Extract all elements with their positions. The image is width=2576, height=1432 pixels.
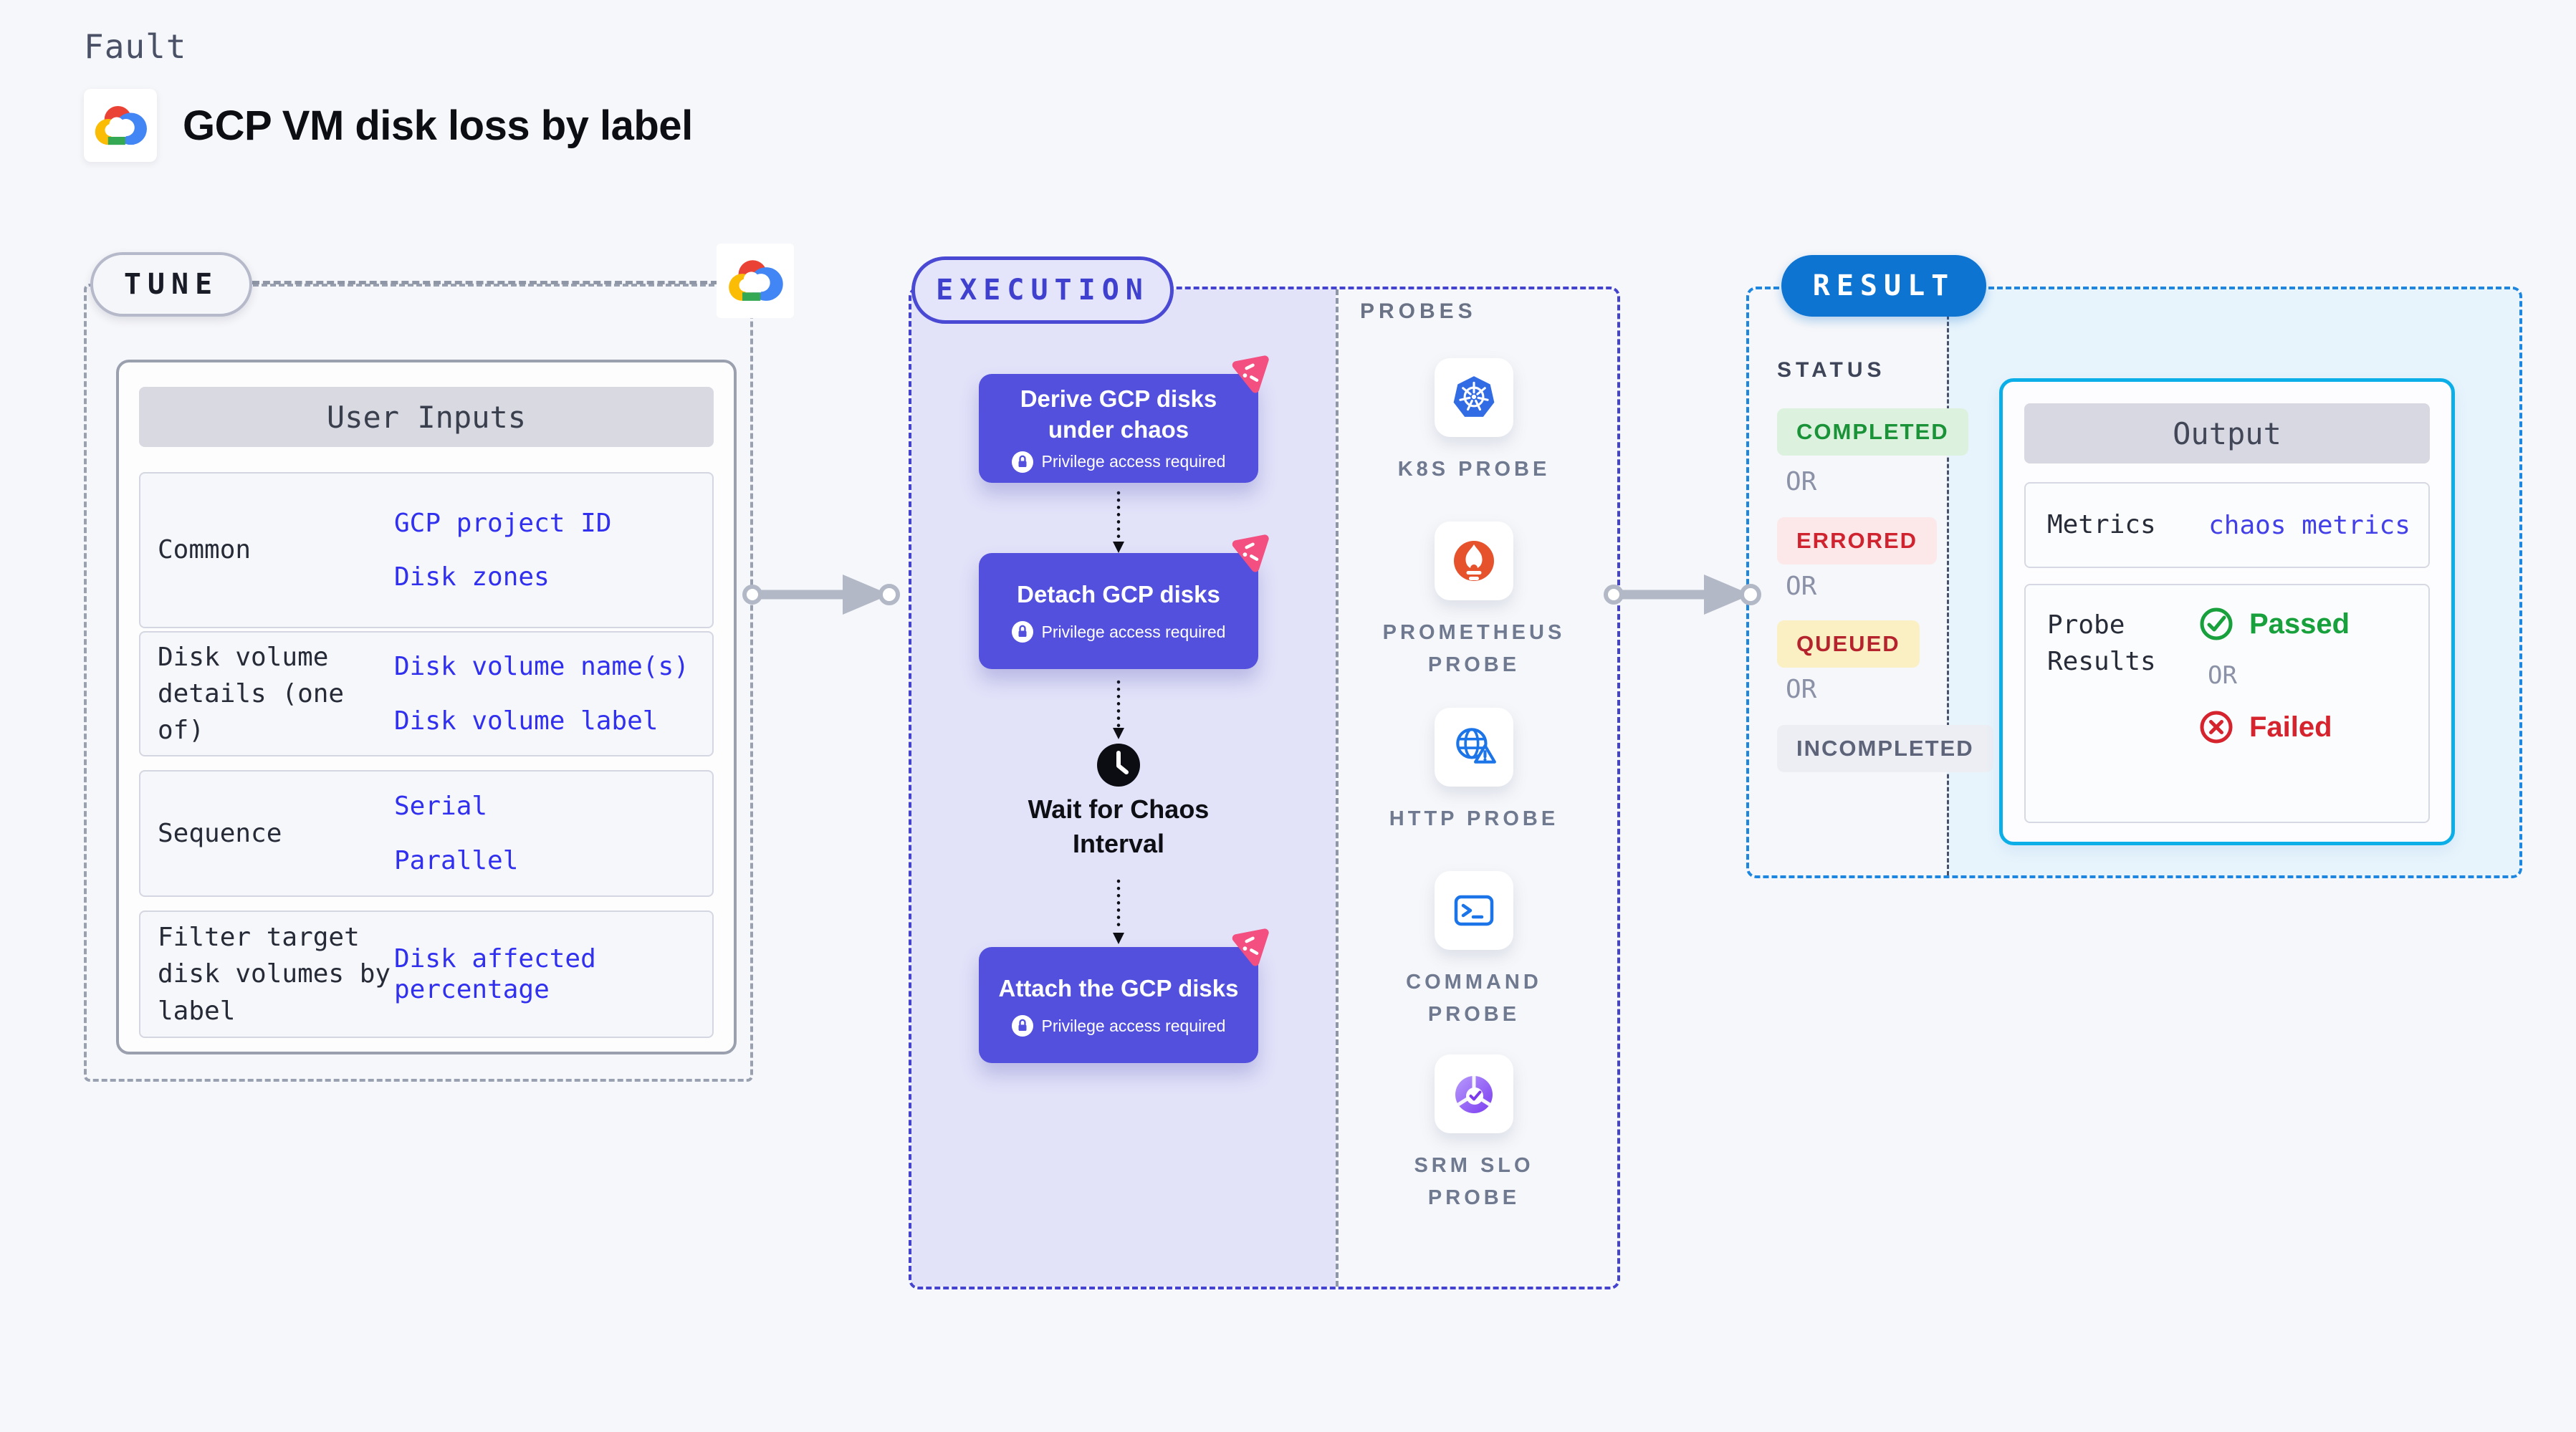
row-value-link[interactable]: Serial	[394, 792, 488, 822]
probe-label: HTTP PROBE	[1389, 807, 1559, 830]
wait-label: Wait for Chaos Interval	[1028, 794, 1210, 858]
chaos-metrics-link[interactable]: chaos metrics	[2208, 510, 2410, 540]
probe-label: K8S PROBE	[1397, 458, 1551, 481]
prometheus-icon	[1454, 541, 1494, 581]
flow-arrow-down-icon	[1113, 879, 1124, 944]
status-badge-queued: QUEUED	[1777, 620, 1920, 668]
probe-tile-http	[1435, 708, 1513, 787]
user-inputs-header: User Inputs	[139, 387, 714, 447]
probes-divider-line	[1336, 289, 1339, 1287]
privilege-note-text: Privilege access required	[1041, 1016, 1226, 1035]
page-title: GCP VM disk loss by label	[183, 102, 693, 149]
gcp-cloud-icon	[95, 105, 147, 145]
probe-result-failed: Failed	[2198, 708, 2428, 746]
gcp-cloud-icon	[729, 260, 783, 301]
slo-gauge-icon	[1455, 1076, 1493, 1113]
probes-heading: PROBES	[1360, 299, 1477, 323]
privilege-note: Privilege access required	[1011, 451, 1226, 473]
probe-tile-prometheus	[1435, 522, 1513, 600]
privilege-note: Privilege access required	[1011, 1015, 1226, 1037]
or-separator: OR	[1786, 675, 1817, 704]
chaos-pinwheel-icon	[1232, 928, 1269, 966]
chaos-pinwheel-icon	[1232, 534, 1269, 572]
probe-tile-srm-slo	[1435, 1054, 1513, 1133]
lock-icon	[1011, 451, 1033, 473]
probe-label: PROMETHEUS PROBE	[1382, 621, 1566, 676]
tune-badge: TUNE	[90, 252, 252, 317]
status-heading: STATUS	[1777, 358, 1886, 382]
status-badge-completed: COMPLETED	[1777, 408, 1968, 456]
output-header: Output	[2024, 403, 2430, 463]
table-row: Filter target disk volumes by label Disk…	[139, 910, 714, 1038]
failed-text: Failed	[2249, 711, 2332, 743]
lock-icon	[1011, 621, 1033, 643]
row-label: Disk volume details (one of)	[158, 642, 345, 746]
check-circle-icon	[2200, 607, 2233, 640]
table-row: Sequence Serial Parallel	[139, 770, 714, 897]
privilege-note: Privilege access required	[1011, 621, 1226, 643]
row-value-link[interactable]: Parallel	[394, 845, 519, 875]
page-header: GCP VM disk loss by label	[84, 89, 693, 162]
fault-kicker: Fault	[84, 27, 187, 66]
terminal-icon	[1454, 895, 1494, 926]
row-value-link[interactable]: Disk volume name(s)	[394, 652, 689, 682]
row-label: Sequence	[158, 818, 282, 848]
lock-icon	[1011, 1015, 1033, 1037]
privilege-note-text: Privilege access required	[1041, 622, 1226, 641]
step-title: Detach GCP disks	[1017, 580, 1220, 607]
or-separator: OR	[1786, 572, 1817, 601]
flow-arrow-right-icon	[1604, 575, 1761, 615]
probe-result-passed: Passed	[2198, 605, 2428, 643]
http-globe-icon	[1456, 728, 1496, 764]
clock-icon	[1097, 744, 1140, 787]
output-card: Output Metrics chaos metrics Probe Resul…	[1999, 378, 2455, 845]
probe-results-label: Probe Results	[2047, 610, 2156, 677]
flow-arrow-right-icon	[742, 575, 900, 615]
chaos-pinwheel-icon	[1232, 355, 1269, 393]
kubernetes-icon	[1453, 376, 1495, 417]
probe-results-row: Probe Results Passed OR Failed	[2024, 584, 2430, 823]
probe-label: SRM SLO PROBE	[1414, 1154, 1534, 1209]
row-label: Filter target disk volumes by label	[158, 923, 391, 1026]
flow-arrow-down-icon	[1113, 680, 1124, 739]
row-value-link[interactable]: Disk zones	[394, 562, 550, 592]
metrics-label: Metrics	[2047, 510, 2156, 540]
probe-tile-command	[1435, 871, 1513, 950]
status-divider-line	[1947, 289, 1949, 875]
row-label: Common	[158, 535, 252, 565]
row-value-link[interactable]: GCP project ID	[394, 508, 612, 538]
execution-badge: EXECUTION	[911, 256, 1174, 324]
passed-text: Passed	[2249, 607, 2350, 640]
row-value-link[interactable]: Disk affected percentage	[394, 943, 596, 1004]
probe-tile-k8s	[1435, 358, 1513, 437]
metrics-row: Metrics chaos metrics	[2024, 482, 2430, 568]
status-badge-errored: ERRORED	[1777, 517, 1938, 564]
privilege-note-text: Privilege access required	[1041, 452, 1226, 471]
execution-step-detach: Detach GCP disks Privilege access requir…	[979, 534, 1269, 669]
step-title: Attach the GCP disks	[998, 974, 1239, 1001]
flow-arrow-down-icon	[1113, 491, 1124, 553]
execution-step-attach: Attach the GCP disks Privilege access re…	[979, 928, 1269, 1063]
or-separator: OR	[1786, 467, 1817, 496]
probe-label: COMMAND PROBE	[1406, 971, 1542, 1026]
table-row: Common GCP project ID Disk zones	[139, 472, 714, 628]
table-row: Disk volume details (one of) Disk volume…	[139, 631, 714, 756]
or-separator: OR	[2208, 661, 2237, 690]
execution-step-derive: Derive GCP disks under chaos Privilege a…	[979, 355, 1269, 483]
status-badge-incompleted: INCOMPLETED	[1777, 725, 1993, 772]
wait-step	[1096, 742, 1141, 792]
tune-panel	[84, 284, 753, 1082]
tune-gcp-logo-tile	[717, 244, 794, 318]
step-title: Derive GCP disks under chaos	[1020, 385, 1217, 443]
tune-gcp-connector-line	[252, 281, 718, 284]
row-value-link[interactable]: Disk volume label	[394, 706, 659, 736]
gcp-logo-tile	[84, 89, 157, 162]
x-circle-icon	[2200, 711, 2233, 744]
user-inputs-card: User Inputs Common GCP project ID Disk z…	[116, 360, 737, 1054]
result-badge: RESULT	[1781, 255, 1986, 317]
